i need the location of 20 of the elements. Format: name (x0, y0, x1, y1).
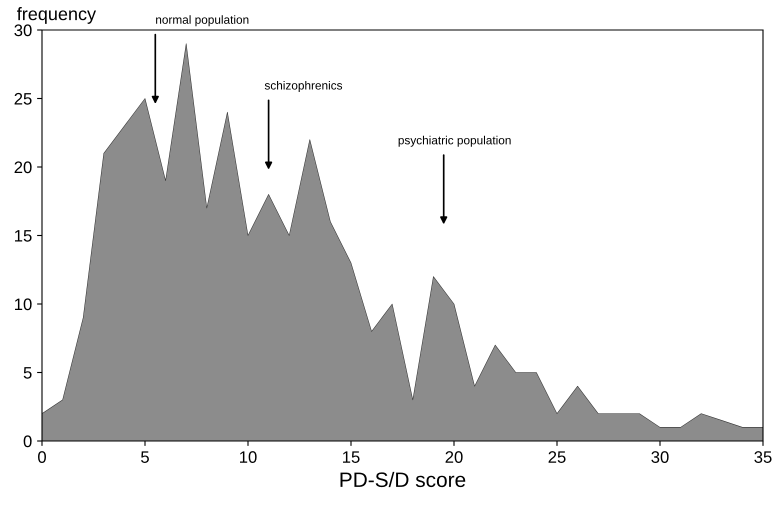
x-tick-label: 5 (141, 451, 149, 463)
annotation: psychiatric population (398, 136, 511, 147)
y-tick-label: 20 (14, 161, 32, 174)
y-axis-title: frequency (17, 7, 96, 24)
x-tick-label: 20 (446, 451, 463, 463)
x-tick-label: 30 (651, 451, 669, 463)
x-tick-label: 35 (754, 451, 772, 463)
x-axis-title: PD-S/D score (340, 472, 466, 488)
x-tick-label: 10 (240, 451, 257, 463)
y-tick-label: 30 (14, 24, 32, 36)
text: normal population (156, 15, 248, 26)
y-tick-label: 0 (24, 435, 32, 448)
x-tick-label: 15 (343, 451, 360, 463)
y-tick-label: 15 (15, 230, 32, 242)
annotation: schizophrenics (264, 80, 342, 92)
y-tick-label: 10 (15, 298, 32, 310)
y-tick-label: 5 (24, 367, 32, 379)
x-tick-label: 25 (548, 451, 566, 463)
x-tick-label: 0 (38, 451, 46, 463)
y-tick-label: 25 (14, 92, 32, 105)
